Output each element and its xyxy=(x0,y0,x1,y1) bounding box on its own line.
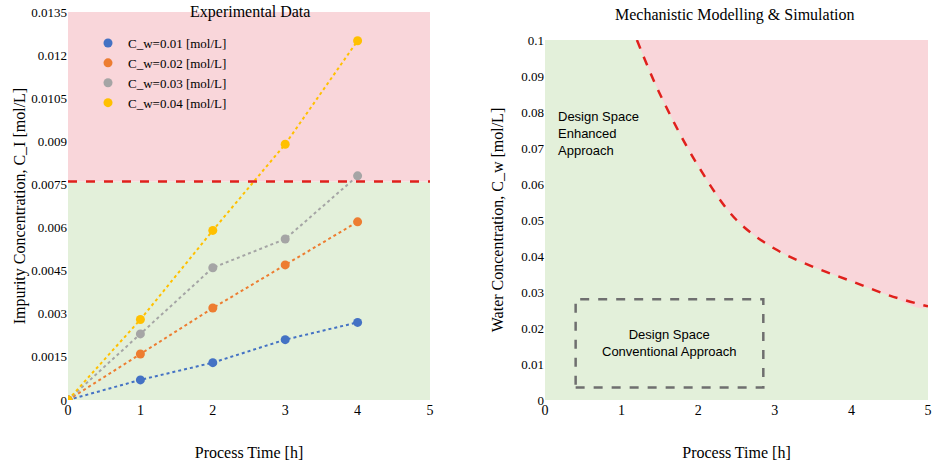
svg-text:Water Concentration, C_w [mol/: Water Concentration, C_w [mol/L] xyxy=(489,108,506,332)
svg-text:0.0045: 0.0045 xyxy=(31,263,67,278)
svg-text:Mechanistic Modelling & Simula: Mechanistic Modelling & Simulation xyxy=(615,6,855,24)
svg-text:0.08: 0.08 xyxy=(521,105,544,120)
svg-text:5: 5 xyxy=(427,403,434,418)
svg-text:2: 2 xyxy=(695,403,702,418)
svg-text:0.0015: 0.0015 xyxy=(31,349,67,364)
svg-text:0.06: 0.06 xyxy=(521,177,544,192)
svg-text:C_w=0.02 [mol/L]: C_w=0.02 [mol/L] xyxy=(128,56,226,71)
svg-text:Experimental Data: Experimental Data xyxy=(190,3,310,21)
svg-text:0.03: 0.03 xyxy=(521,285,544,300)
svg-text:5: 5 xyxy=(925,403,932,418)
svg-text:0.003: 0.003 xyxy=(38,306,67,321)
svg-text:0.0075: 0.0075 xyxy=(31,177,67,192)
svg-text:0.1: 0.1 xyxy=(528,33,544,48)
svg-text:1: 1 xyxy=(618,403,625,418)
svg-text:0.01: 0.01 xyxy=(521,357,544,372)
svg-text:C_w=0.03 [mol/L]: C_w=0.03 [mol/L] xyxy=(128,76,226,91)
svg-text:Design SpaceConventional Appro: Design SpaceConventional Approach xyxy=(602,327,736,359)
svg-text:C_w=0.04 [mol/L]: C_w=0.04 [mol/L] xyxy=(128,96,226,111)
svg-text:0: 0 xyxy=(542,403,549,418)
svg-text:0: 0 xyxy=(65,403,72,418)
svg-text:0.006: 0.006 xyxy=(38,220,68,235)
svg-text:0.07: 0.07 xyxy=(521,141,544,156)
svg-text:2: 2 xyxy=(209,403,216,418)
svg-text:0: 0 xyxy=(61,393,68,408)
svg-text:Impurity Concentration, C_I [m: Impurity Concentration, C_I [mol/L] xyxy=(11,88,29,324)
svg-text:0.02: 0.02 xyxy=(521,321,544,336)
svg-text:4: 4 xyxy=(354,403,361,418)
svg-text:3: 3 xyxy=(282,403,289,418)
svg-text:0.05: 0.05 xyxy=(521,213,544,228)
svg-text:1: 1 xyxy=(137,403,144,418)
svg-text:Process Time [h]: Process Time [h] xyxy=(682,444,790,461)
svg-text:0.0105: 0.0105 xyxy=(31,91,67,106)
svg-text:0.0135: 0.0135 xyxy=(31,5,67,20)
svg-text:C_w=0.01 [mol/L]: C_w=0.01 [mol/L] xyxy=(128,36,226,51)
svg-text:0.04: 0.04 xyxy=(521,249,544,264)
svg-text:3: 3 xyxy=(771,403,778,418)
svg-text:Process Time [h]: Process Time [h] xyxy=(195,444,303,461)
svg-text:0.012: 0.012 xyxy=(38,48,67,63)
svg-text:Design SpaceEnhancedApproach: Design SpaceEnhancedApproach xyxy=(558,109,639,158)
svg-text:0.009: 0.009 xyxy=(38,134,67,149)
svg-text:4: 4 xyxy=(848,403,855,418)
svg-text:0.09: 0.09 xyxy=(521,69,544,84)
svg-text:0: 0 xyxy=(538,393,545,408)
